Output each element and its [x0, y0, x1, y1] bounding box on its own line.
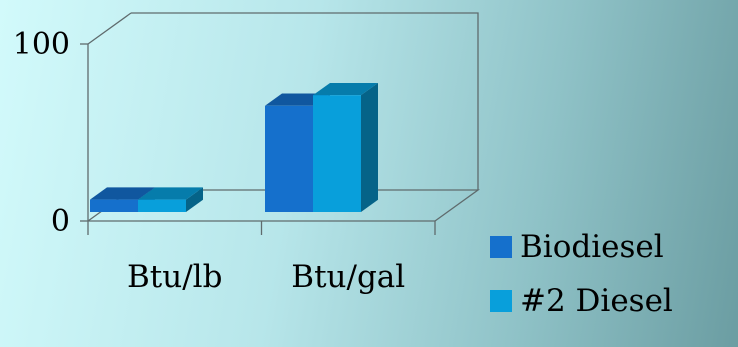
y-tick-label: 0 — [51, 204, 70, 239]
legend-label-diesel: #2 Diesel — [520, 283, 673, 319]
bar-top — [90, 187, 155, 200]
bar-front — [265, 105, 313, 212]
bar-front — [90, 199, 138, 212]
top-depth-edge — [87, 12, 132, 45]
legend-item-biodiesel: Biodiesel — [490, 226, 673, 268]
x-category-label: Btu/lb — [127, 259, 222, 295]
legend-swatch-diesel — [490, 290, 512, 312]
bar-front — [138, 199, 186, 212]
chart-labels: 0 100 Btu/lb Btu/gal — [13, 27, 405, 295]
legend-item-diesel: #2 Diesel — [490, 280, 673, 322]
bar-top — [138, 187, 203, 200]
legend: Biodiesel #2 Diesel — [490, 226, 673, 334]
bar-2diesel-btugal — [313, 82, 378, 212]
bar-2diesel-btulb — [138, 187, 203, 212]
bar-side — [186, 187, 203, 212]
back-wall-edge — [131, 12, 479, 190]
bar-front — [313, 95, 361, 212]
x-category-label: Btu/gal — [291, 259, 405, 295]
chart-bars — [90, 82, 378, 212]
bar-side — [361, 82, 378, 212]
bar-top — [313, 82, 378, 96]
legend-swatch-biodiesel — [490, 236, 512, 258]
y-tick-label: 100 — [13, 27, 70, 62]
legend-label-biodiesel: Biodiesel — [520, 229, 664, 265]
